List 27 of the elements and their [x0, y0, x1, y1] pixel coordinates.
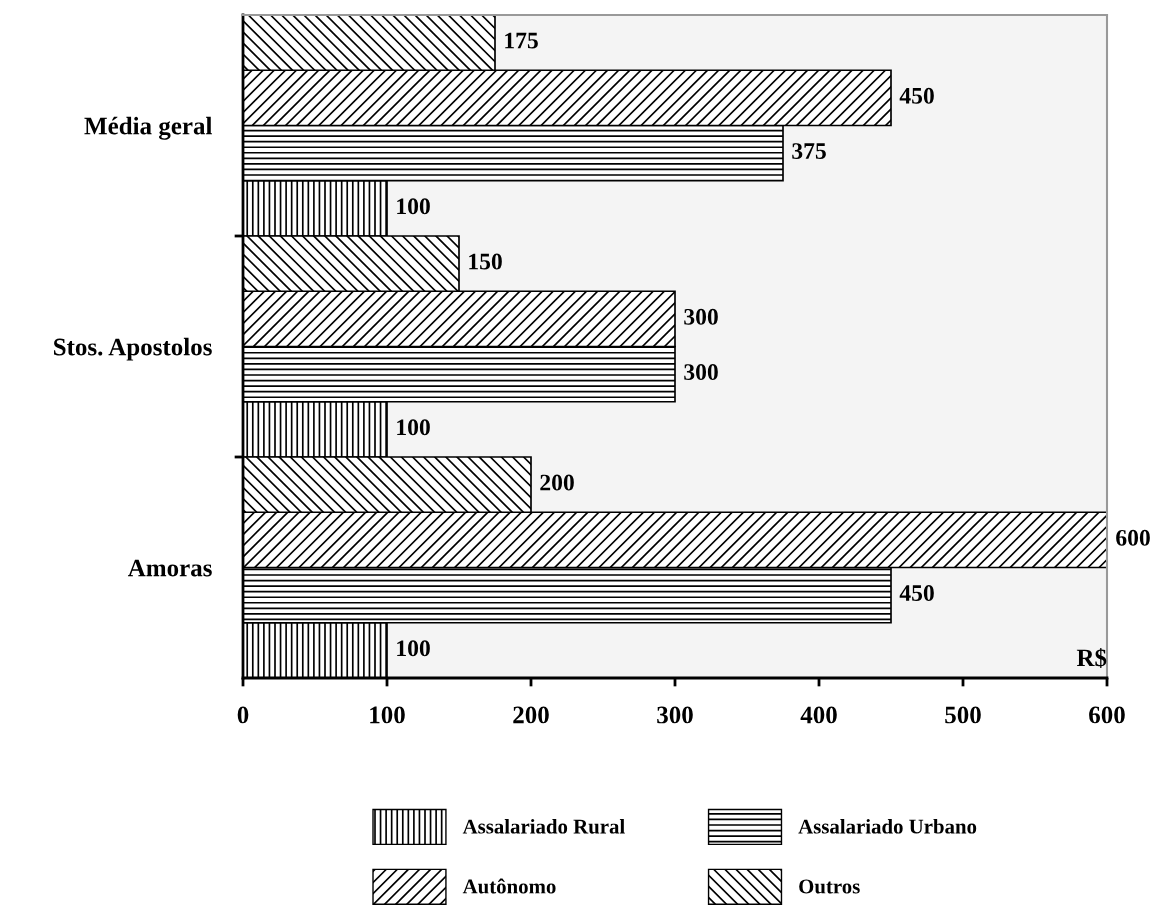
legend-label: Assalariado Urbano — [798, 818, 977, 834]
x-tick-label: 400 — [800, 706, 837, 724]
x-tick-label: 300 — [657, 706, 693, 724]
x-tick-label: 500 — [945, 706, 981, 724]
data-label: 175 — [505, 32, 538, 49]
y-tick-label: Amoras — [127, 559, 212, 577]
data-label: 300 — [684, 308, 718, 325]
data-label: 100 — [397, 640, 430, 657]
data-label: 300 — [684, 364, 718, 381]
x-tick-label: 100 — [370, 706, 405, 724]
x-tick-label: 200 — [513, 706, 549, 724]
legend-label: Assalariado Rural — [462, 818, 625, 834]
x-tick-label: 0 — [237, 706, 249, 724]
y-tick-label: Stos. Apostolos — [54, 337, 212, 361]
data-label: 450 — [899, 585, 934, 602]
legend-label: Autônomo — [462, 878, 556, 894]
x-tick-label: 600 — [1089, 706, 1125, 724]
data-label: 150 — [469, 253, 502, 270]
data-label: 100 — [397, 419, 430, 436]
y-tick-label: Média geral — [84, 116, 213, 140]
data-label: 200 — [540, 474, 574, 491]
x-axis-title: R$ — [1076, 647, 1107, 668]
data-label: 600 — [1116, 529, 1150, 546]
data-label: 375 — [792, 143, 826, 160]
data-label: 450 — [899, 87, 934, 104]
legend-label: Outros — [799, 879, 860, 894]
data-label: 100 — [397, 198, 430, 215]
